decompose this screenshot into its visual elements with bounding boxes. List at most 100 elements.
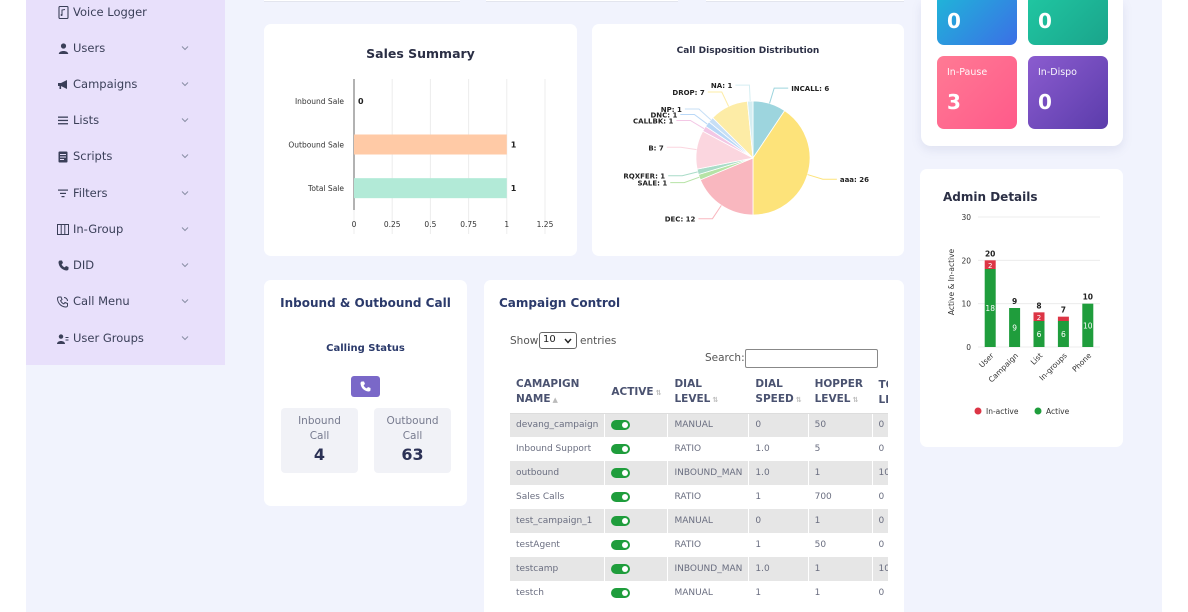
sidebar: Voice Logger Users Campaigns Lists Scrip…	[26, 0, 225, 365]
table-cell: MANUAL	[667, 413, 750, 437]
status-tile[interactable]: 0	[1028, 0, 1108, 45]
active-toggle-cell[interactable]	[604, 581, 669, 605]
table-header-row: CAMAPIGN NAME ▲ ACTIVE ⇅ DIAL LEVEL ⇅ DIAL …	[510, 373, 888, 414]
column-header-campaign-name[interactable]: CAMAPIGN NAME ▲	[510, 373, 606, 414]
table-cell: 1.0	[748, 437, 809, 461]
table-cell: 100	[872, 557, 888, 581]
table-cell: 1.0	[748, 557, 809, 581]
total-value-label: 8	[1036, 301, 1041, 310]
active-toggle-cell[interactable]	[604, 437, 669, 461]
sidebar-item-user-groups[interactable]: User Groups	[26, 326, 225, 352]
active-toggle-cell[interactable]	[604, 413, 669, 437]
active-toggle-cell[interactable]	[604, 533, 669, 557]
table-row[interactable]: Sales Calls RATIO 1 700 0	[510, 485, 888, 509]
active-toggle[interactable]	[611, 563, 631, 574]
table-cell: 50	[808, 413, 873, 437]
table-cell: 1	[748, 533, 809, 557]
left-margin	[0, 0, 26, 612]
bar	[354, 134, 507, 155]
x-category-label: List	[1029, 351, 1045, 367]
active-toggle[interactable]	[611, 491, 631, 502]
table-cell: Inbound Support	[510, 437, 606, 461]
table-cell: outbound	[510, 461, 606, 485]
column-header-dial-speed[interactable]: DIAL SPEED ⇅	[748, 373, 809, 414]
active-value-label: 9	[1012, 324, 1017, 333]
x-category-label: User	[977, 350, 996, 369]
in-dispo-tile[interactable]: In-Dispo 0	[1028, 56, 1108, 129]
pie-slice-label: RQXFER: 1	[623, 173, 665, 181]
active-value-label: 18	[985, 304, 995, 313]
disposition-card: Call Disposition Distribution INCALL: 6 a…	[592, 24, 904, 256]
legend-inactive-marker	[974, 407, 982, 415]
active-toggle[interactable]	[611, 587, 631, 598]
table-cell: 1	[748, 485, 809, 509]
inactive-bar	[984, 260, 996, 269]
sidebar-item-did[interactable]: DID	[26, 253, 225, 279]
bar-value-label: 1	[511, 141, 517, 150]
in-pause-tile[interactable]: In-Pause 3	[937, 56, 1017, 129]
inactive-value-label: 2	[1037, 314, 1041, 322]
active-toggle-cell[interactable]	[604, 461, 669, 485]
pie-leader-line	[735, 84, 751, 102]
sidebar-item-scripts[interactable]: Scripts	[26, 144, 225, 170]
entries-label: entries	[580, 335, 617, 347]
table-cell: MANUAL	[667, 509, 750, 533]
active-toggle[interactable]	[611, 443, 631, 454]
campaign-table-wrapper[interactable]: CAMAPIGN NAME ▲ ACTIVE ⇅ DIAL LEVEL ⇅ DIAL …	[510, 373, 888, 612]
sidebar-item-lists[interactable]: Lists	[26, 108, 225, 134]
table-row[interactable]: testch MANUAL 1 1 0	[510, 581, 888, 605]
entries-select[interactable]: 10	[539, 332, 577, 349]
sidebar-item-voice-logger[interactable]: Voice Logger	[26, 0, 225, 26]
sidebar-item-in-group[interactable]: In-Group	[26, 217, 225, 243]
table-cell: testcamp	[510, 557, 606, 581]
bar-value-label: 1	[511, 184, 517, 193]
status-tile-value: 0	[947, 9, 961, 33]
search-input[interactable]	[745, 349, 878, 368]
table-cell: 1	[808, 509, 873, 533]
total-value-label: 9	[1012, 297, 1017, 306]
status-tile[interactable]: 0	[937, 0, 1017, 45]
active-value-label: 6	[1037, 330, 1042, 339]
table-cell: 1	[748, 581, 809, 605]
active-toggle-cell[interactable]	[604, 485, 669, 509]
phone-icon	[360, 381, 371, 392]
pie-slice-label: DROP: 7	[672, 89, 705, 97]
column-header-active[interactable]: ACTIVE ⇅	[604, 373, 669, 414]
active-toggle-cell[interactable]	[604, 509, 669, 533]
phone-volume-icon	[57, 295, 69, 308]
pie-slice-label: CALLBK: 1	[633, 117, 673, 125]
table-row[interactable]: testAgent RATIO 1 50 0	[510, 533, 888, 557]
sidebar-item-users[interactable]: Users	[26, 36, 225, 62]
column-header-dial-level[interactable]: DIAL LEVEL ⇅	[667, 373, 750, 414]
sidebar-item-filters[interactable]: Filters	[26, 181, 225, 207]
active-toggle[interactable]	[611, 515, 631, 526]
column-header-hopper-level[interactable]: HOPPER LEVEL ⇅	[808, 373, 873, 414]
chevron-down-icon	[564, 338, 572, 344]
inbound-outbound-title: Inbound & Outbound Call	[280, 296, 451, 310]
users-icon	[57, 332, 69, 345]
active-toggle[interactable]	[611, 420, 631, 430]
column-header-total-leads[interactable]: TOTAL LEADS	[872, 373, 888, 414]
admin-details-card: Admin Details 0 10 20 30 Active & In-active 1…	[920, 169, 1123, 447]
table-row[interactable]: test_campaign_1 MANUAL 0 1 0	[510, 509, 888, 533]
y-tick-label: 20	[961, 256, 971, 265]
x-tick-label: 1	[504, 220, 509, 229]
table-cell: RATIO	[667, 533, 750, 557]
outbound-call-box: Outbound Call 63	[374, 408, 451, 473]
chevron-down-icon	[181, 191, 189, 196]
sidebar-item-campaigns[interactable]: Campaigns	[26, 72, 225, 98]
sidebar-item-label: User Groups	[73, 331, 144, 345]
bar-value-label: 0	[358, 97, 364, 106]
outbound-call-value: 63	[401, 445, 424, 464]
active-toggle[interactable]	[611, 539, 631, 550]
active-toggle-cell[interactable]	[604, 557, 669, 581]
pie-slice-label: SALE: 1	[637, 180, 667, 188]
table-row[interactable]: Inbound Support RATIO 1.0 5 0	[510, 437, 888, 461]
active-toggle[interactable]	[611, 467, 631, 478]
table-row[interactable]: devang_campaign MANUAL 0 50 0	[510, 413, 888, 437]
file-audio-icon	[57, 6, 69, 19]
sidebar-item-call-menu[interactable]: Call Menu	[26, 289, 225, 315]
